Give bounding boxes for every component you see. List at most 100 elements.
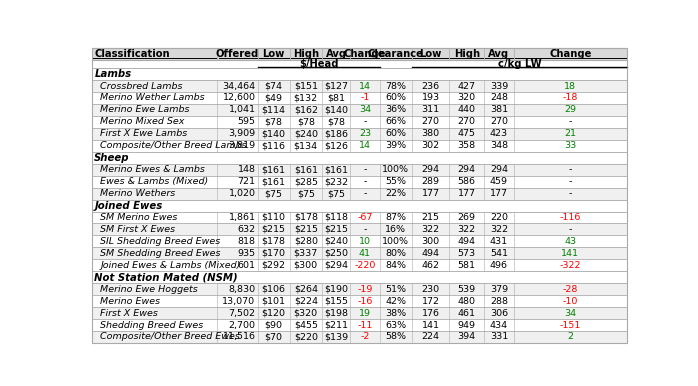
Text: -322: -322 — [560, 261, 581, 270]
Text: Low: Low — [262, 49, 285, 59]
Text: $78: $78 — [265, 117, 283, 126]
Text: $106: $106 — [262, 285, 285, 294]
Text: $139: $139 — [324, 332, 348, 342]
Text: 39%: 39% — [385, 141, 406, 150]
Text: 193: 193 — [422, 93, 440, 103]
Text: $74: $74 — [265, 81, 283, 91]
Text: 172: 172 — [422, 296, 440, 306]
Text: Sheep: Sheep — [94, 153, 130, 163]
Text: 1,041: 1,041 — [228, 105, 255, 114]
Text: $78: $78 — [327, 117, 345, 126]
Text: Merino Wether Lambs: Merino Wether Lambs — [101, 93, 205, 103]
Text: -151: -151 — [560, 320, 581, 330]
Text: 58%: 58% — [385, 332, 406, 342]
Text: $/Head: $/Head — [299, 59, 339, 69]
Text: $178: $178 — [294, 213, 318, 222]
Text: Merino Ewes: Merino Ewes — [101, 296, 161, 306]
Text: SIL Shedding Breed Ewes: SIL Shedding Breed Ewes — [101, 237, 221, 246]
Text: SM Merino Ewes: SM Merino Ewes — [101, 213, 177, 222]
Text: Avg: Avg — [325, 49, 347, 59]
Text: $140: $140 — [262, 129, 285, 138]
Text: 423: 423 — [490, 129, 508, 138]
Text: $250: $250 — [324, 249, 348, 258]
Text: -: - — [363, 225, 366, 234]
Text: 34: 34 — [359, 105, 371, 114]
Bar — [91, 164, 627, 176]
Text: $101: $101 — [262, 296, 285, 306]
Text: 394: 394 — [458, 332, 476, 342]
Text: -2: -2 — [360, 332, 370, 342]
Text: High: High — [292, 49, 319, 59]
Bar — [91, 200, 627, 212]
Text: $151: $151 — [294, 81, 318, 91]
Text: Joined Ewes & Lambs (Mixed): Joined Ewes & Lambs (Mixed) — [101, 261, 241, 270]
Text: 494: 494 — [422, 249, 440, 258]
Text: 177: 177 — [490, 189, 508, 198]
Text: 33: 33 — [564, 141, 577, 150]
Text: Classification: Classification — [94, 49, 170, 59]
Text: 2: 2 — [567, 332, 573, 342]
Text: 22%: 22% — [385, 189, 406, 198]
Text: 78%: 78% — [385, 81, 406, 91]
Text: -18: -18 — [563, 93, 578, 103]
Text: $215: $215 — [294, 225, 318, 234]
Text: $162: $162 — [294, 105, 318, 114]
Text: 55%: 55% — [385, 177, 406, 186]
Text: 3,819: 3,819 — [228, 141, 255, 150]
Text: 43: 43 — [564, 237, 577, 246]
Text: 141: 141 — [561, 249, 579, 258]
Bar — [91, 319, 627, 331]
Text: Merino Mixed Sex: Merino Mixed Sex — [101, 117, 184, 126]
Text: $280: $280 — [294, 237, 318, 246]
Text: -: - — [363, 189, 366, 198]
Text: 721: 721 — [237, 177, 255, 186]
Text: 270: 270 — [490, 117, 508, 126]
Text: 34: 34 — [564, 308, 577, 318]
Text: 14: 14 — [359, 141, 371, 150]
Text: 440: 440 — [458, 105, 476, 114]
Text: 16%: 16% — [385, 225, 406, 234]
Text: 379: 379 — [490, 285, 508, 294]
Text: 586: 586 — [458, 177, 476, 186]
Text: 322: 322 — [458, 225, 476, 234]
Text: 236: 236 — [422, 81, 440, 91]
Bar — [91, 283, 627, 295]
Text: 480: 480 — [458, 296, 476, 306]
Text: 601: 601 — [237, 261, 255, 270]
Bar — [91, 104, 627, 116]
Text: 220: 220 — [490, 213, 508, 222]
Text: 1,020: 1,020 — [228, 189, 255, 198]
Text: $186: $186 — [324, 129, 348, 138]
Text: 475: 475 — [458, 129, 476, 138]
Text: 141: 141 — [422, 320, 440, 330]
Text: $170: $170 — [262, 249, 285, 258]
Text: 294: 294 — [490, 165, 508, 174]
Text: 288: 288 — [490, 296, 508, 306]
Text: Lambs: Lambs — [94, 69, 131, 79]
Bar — [91, 68, 627, 80]
Text: Merino Ewe Lambs: Merino Ewe Lambs — [101, 105, 190, 114]
Text: $78: $78 — [297, 117, 315, 126]
Text: -: - — [569, 117, 572, 126]
Bar — [91, 259, 627, 271]
Text: 380: 380 — [422, 129, 440, 138]
Text: $75: $75 — [265, 189, 283, 198]
Text: 496: 496 — [490, 261, 508, 270]
Text: -19: -19 — [357, 285, 373, 294]
Bar — [91, 60, 627, 68]
Text: Crossbred Lambs: Crossbred Lambs — [101, 81, 183, 91]
Text: 289: 289 — [422, 177, 440, 186]
Text: -: - — [569, 177, 572, 186]
Text: 63%: 63% — [385, 320, 406, 330]
Text: $134: $134 — [294, 141, 318, 150]
Text: 339: 339 — [490, 81, 508, 91]
Text: 8,830: 8,830 — [228, 285, 255, 294]
Text: $90: $90 — [265, 320, 283, 330]
Text: Joined Ewes: Joined Ewes — [94, 201, 163, 210]
Text: 21: 21 — [565, 129, 577, 138]
Bar — [91, 92, 627, 104]
Bar — [91, 128, 627, 140]
Text: $240: $240 — [294, 129, 318, 138]
Text: 11,516: 11,516 — [223, 332, 255, 342]
Text: 1,861: 1,861 — [228, 213, 255, 222]
